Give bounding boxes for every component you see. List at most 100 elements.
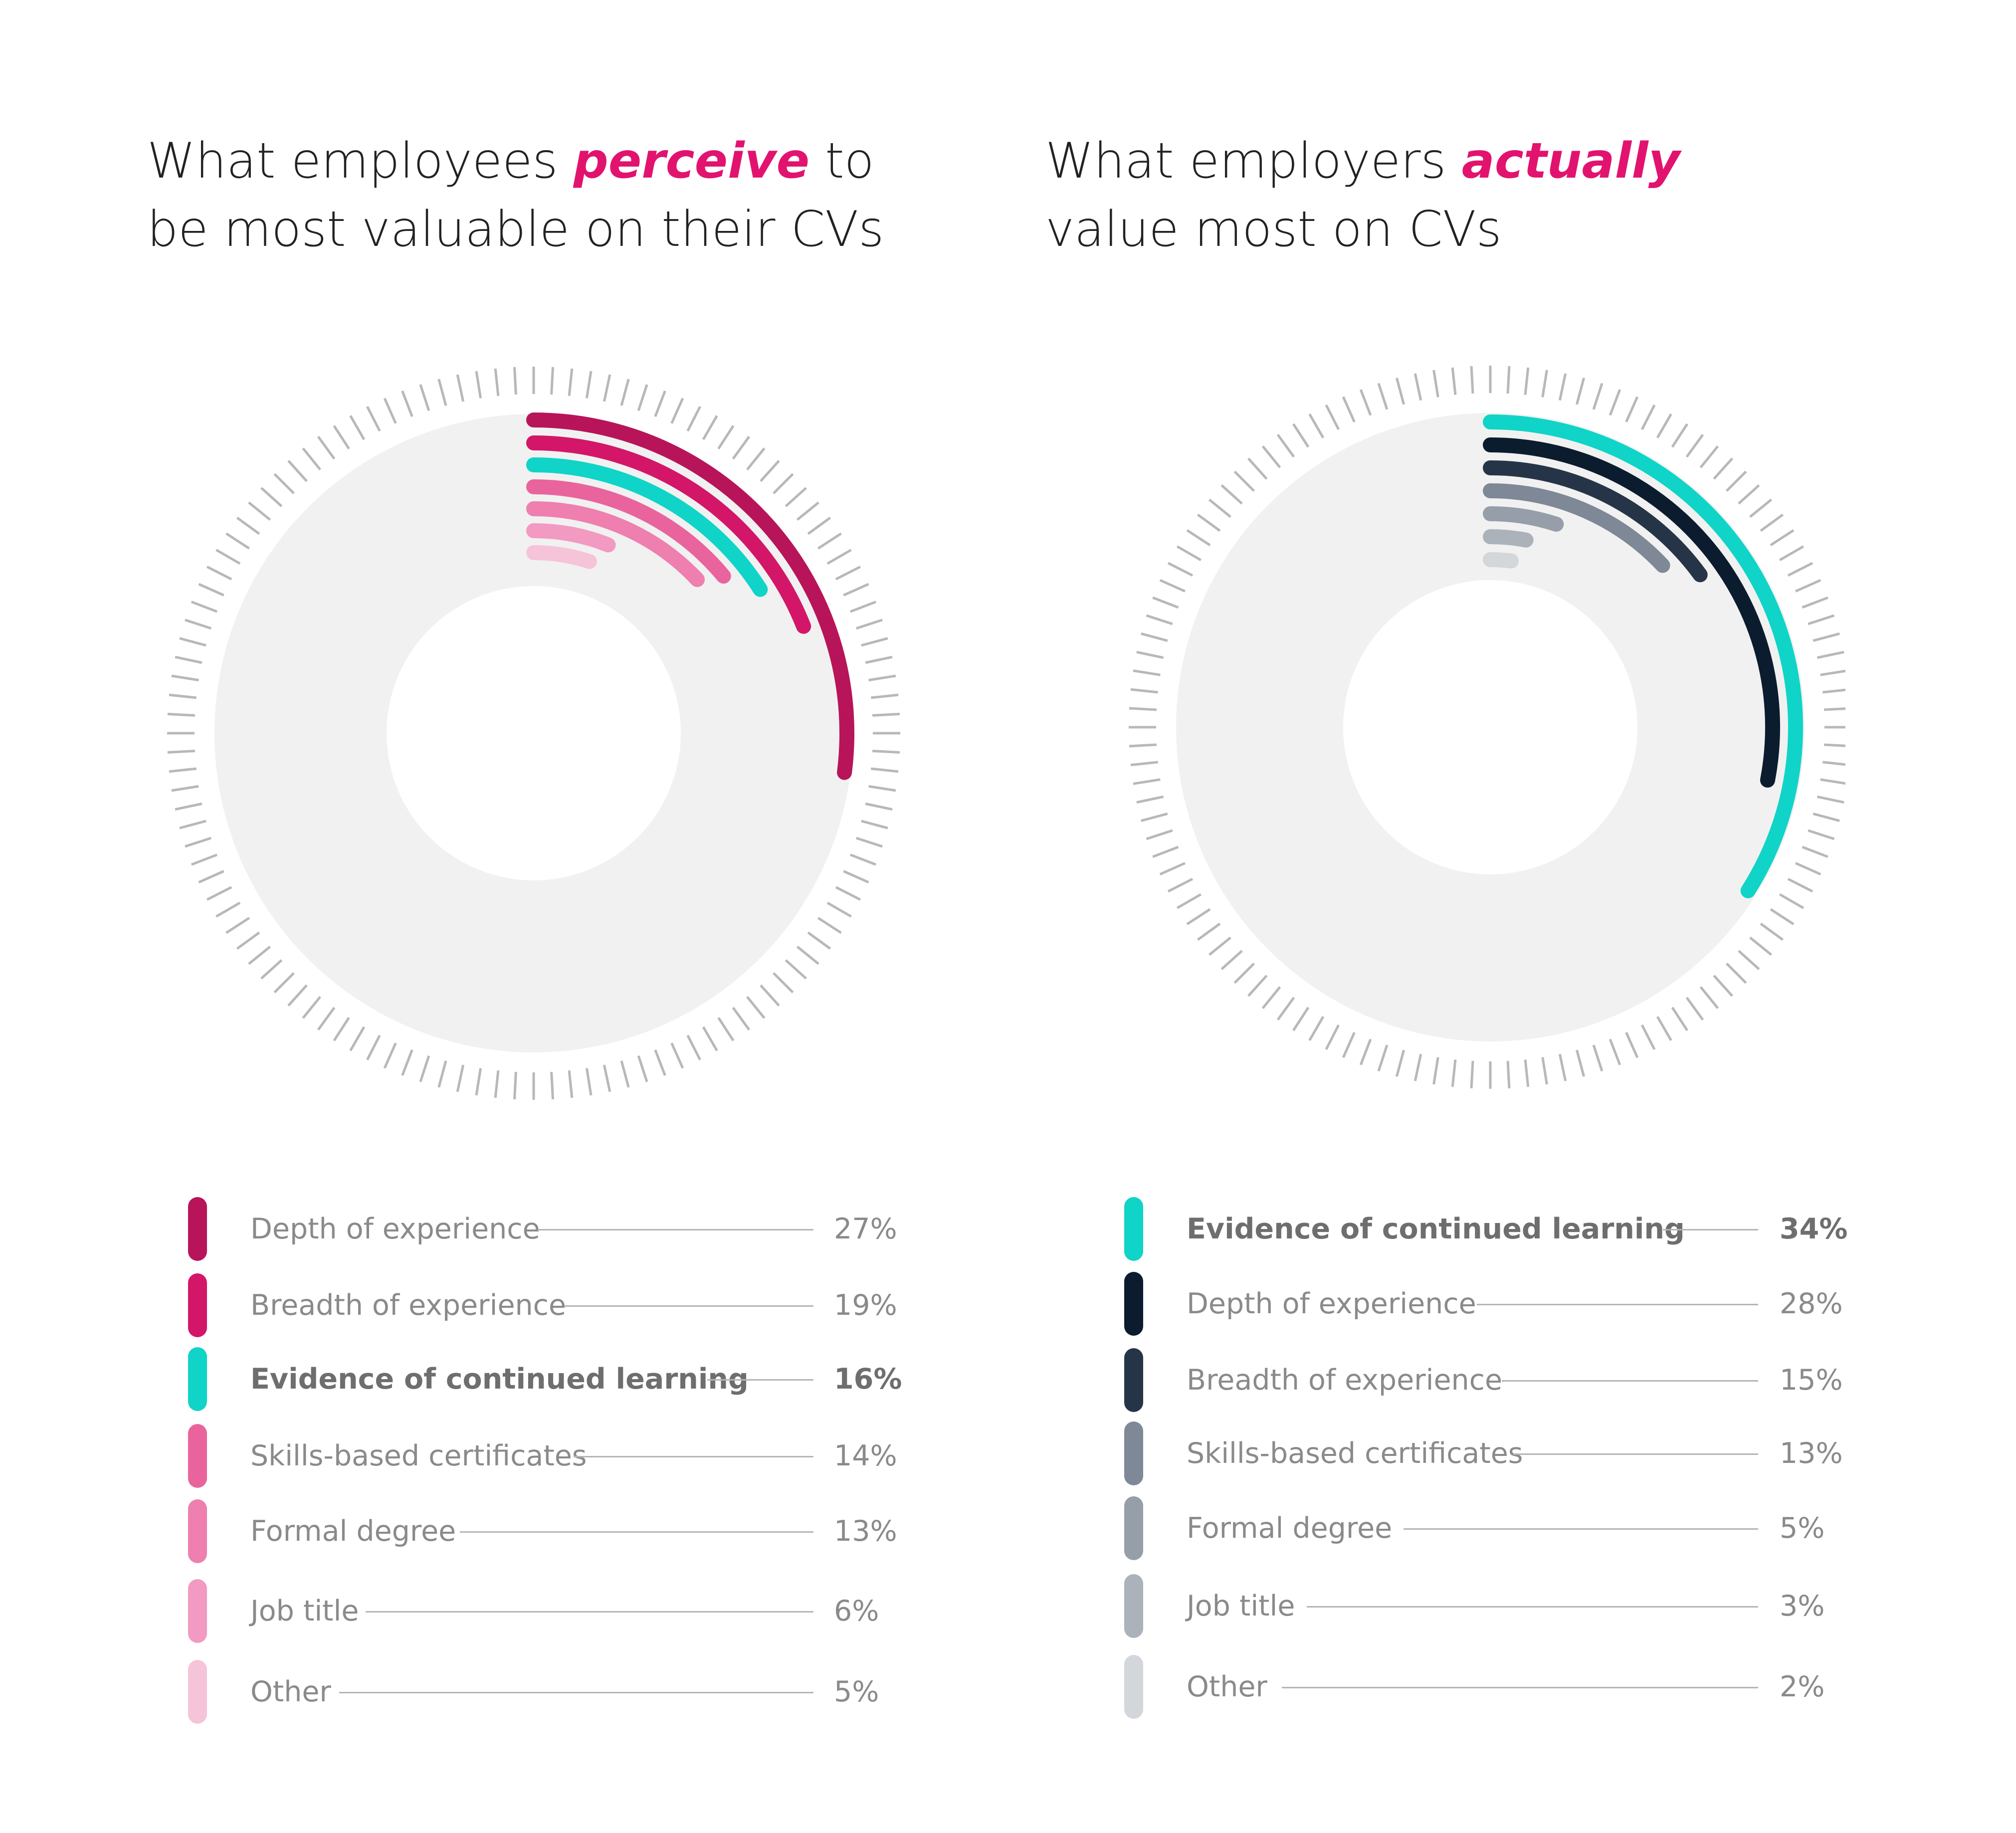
tick-mark xyxy=(1787,877,1814,893)
tick-mark xyxy=(1377,1044,1389,1072)
tick-mark xyxy=(1738,484,1760,505)
legend-value: 28% xyxy=(1780,1287,1843,1320)
tick-mark xyxy=(1699,445,1719,468)
tick-mark xyxy=(585,1068,593,1096)
tick-mark xyxy=(1795,579,1821,593)
legend-item-other: Other 5% xyxy=(188,1660,914,1724)
tick-mark xyxy=(1133,669,1161,676)
tick-mark xyxy=(1787,562,1814,577)
legend-value: 5% xyxy=(1780,1512,1825,1545)
tick-mark xyxy=(807,931,831,950)
tick-mark xyxy=(1451,1059,1457,1087)
tick-mark xyxy=(191,601,218,613)
tick-mark xyxy=(568,368,574,396)
tick-mark xyxy=(1292,423,1310,448)
legend-value: 19% xyxy=(834,1289,897,1322)
tick-mark xyxy=(868,674,896,682)
tick-mark xyxy=(865,655,893,664)
legend-label: Other xyxy=(1187,1670,1267,1703)
tick-mark xyxy=(550,1071,554,1100)
tick-mark xyxy=(333,425,350,450)
tick-mark xyxy=(1575,378,1586,405)
tick-mark xyxy=(843,870,869,884)
tick-mark xyxy=(843,583,869,597)
tick-mark xyxy=(287,984,308,1007)
legend-value: 13% xyxy=(834,1515,897,1548)
tick-mark xyxy=(817,532,842,550)
legend-swatch xyxy=(188,1579,207,1643)
title-text-after: to be most valuable on their CVs xyxy=(147,133,884,258)
legend-item-formal-degree: Formal degree 13% xyxy=(188,1499,914,1563)
legend-swatch xyxy=(1124,1272,1143,1336)
tick-mark xyxy=(287,460,308,482)
tick-mark xyxy=(1167,562,1194,577)
tick-mark xyxy=(1292,1007,1310,1031)
tick-mark xyxy=(1395,1049,1406,1077)
tick-mark xyxy=(773,473,794,494)
tick-mark xyxy=(1816,650,1844,659)
legend-label: Formal degree xyxy=(1187,1512,1393,1545)
tick-mark xyxy=(273,972,295,994)
legend-label: Job title xyxy=(250,1595,359,1628)
tick-mark xyxy=(1770,529,1795,547)
arc-formal-degree xyxy=(526,501,705,587)
tick-mark xyxy=(1725,470,1747,492)
tick-mark xyxy=(1685,433,1704,458)
tick-mark xyxy=(1808,829,1835,840)
tick-mark xyxy=(333,1017,350,1041)
tick-mark xyxy=(1247,975,1268,997)
leader-line xyxy=(1477,1304,1758,1305)
tick-mark xyxy=(1524,1059,1530,1087)
tick-mark xyxy=(702,415,718,440)
tick-mark xyxy=(1760,513,1784,532)
tick-mark xyxy=(437,1060,447,1088)
tick-mark xyxy=(1541,370,1548,398)
tick-mark xyxy=(1749,498,1773,518)
legend-label: Formal degree xyxy=(250,1515,456,1548)
legend-label: Depth of experience xyxy=(250,1213,540,1245)
legend-swatch xyxy=(188,1273,207,1337)
chart-panel-employers: What employers actually value most on CV… xyxy=(898,0,1847,1833)
legend-swatch xyxy=(1124,1197,1143,1261)
tick-mark xyxy=(1325,404,1340,430)
tick-mark xyxy=(861,819,888,829)
leader-line xyxy=(339,1692,813,1693)
tick-mark xyxy=(717,1017,735,1041)
legend-label: Evidence of continued learning xyxy=(1187,1213,1685,1245)
tick-mark xyxy=(1167,877,1194,893)
arc-depth-of-experience xyxy=(526,412,854,780)
tick-mark xyxy=(1822,761,1845,766)
tick-mark xyxy=(1671,1007,1688,1031)
legend-value: 5% xyxy=(834,1675,879,1708)
tick-mark xyxy=(1671,423,1688,448)
tick-mark xyxy=(1656,1016,1672,1041)
legend-item-job-title: Job title 3% xyxy=(1124,1574,1859,1638)
arc-evidence-of-continued-learning xyxy=(526,457,768,597)
tick-mark xyxy=(835,566,861,581)
leader-line xyxy=(574,1456,813,1457)
tick-mark xyxy=(366,406,381,432)
leader-line xyxy=(564,1305,813,1307)
tick-mark xyxy=(1359,389,1372,416)
tick-mark xyxy=(1325,1024,1340,1050)
legend-value: 16% xyxy=(834,1363,902,1396)
legend-item-depth-of-experience: Depth of experience 27% xyxy=(188,1197,914,1261)
leader-line xyxy=(538,1229,813,1230)
legend-item-skills-based-certificates: Skills-based certificates 14% xyxy=(188,1424,914,1488)
tick-mark xyxy=(1141,812,1168,822)
tick-mark xyxy=(1342,396,1356,422)
tick-mark xyxy=(175,655,202,664)
tick-mark xyxy=(1749,936,1773,956)
tick-mark xyxy=(1129,707,1157,711)
leader-line xyxy=(1663,1229,1758,1230)
tick-mark xyxy=(401,1049,413,1076)
tick-mark xyxy=(550,367,554,395)
tick-mark xyxy=(1592,383,1604,410)
tick-mark xyxy=(1130,761,1158,767)
tick-mark xyxy=(1813,812,1840,822)
tick-mark xyxy=(1779,893,1805,909)
tick-mark xyxy=(169,767,197,773)
tick-mark xyxy=(1506,1060,1511,1089)
tick-mark xyxy=(349,415,366,440)
tick-mark xyxy=(849,601,877,613)
